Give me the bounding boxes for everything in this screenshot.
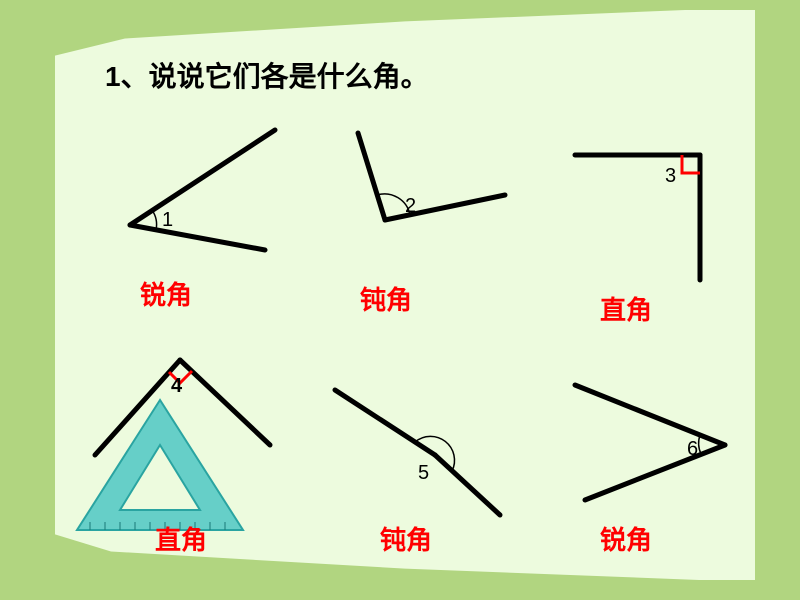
angle-6-label: 锐角 [600,520,652,557]
slide-background: 1、说说它们各是什么角。 1 锐角 2 钝角 3 直角 [0,0,800,600]
angle-4-number: 4 [171,375,182,398]
angle-2-label: 钝角 [360,280,412,317]
angle-3 [560,140,720,290]
question-title: 1、说说它们各是什么角。 [105,55,429,95]
angle-2-number: 2 [405,195,416,218]
angle-1-number: 1 [162,209,173,232]
angle-5-number: 5 [418,462,429,485]
angle-6 [560,370,750,510]
set-square-ruler [65,390,255,540]
angle-2 [310,125,510,255]
angle-4-label: 直角 [155,520,207,557]
angle-1 [90,120,280,260]
angle-3-label: 直角 [600,290,652,327]
angle-6-number: 6 [687,438,698,461]
angle-5-label: 钝角 [380,520,432,557]
angle-5 [325,360,525,520]
angle-1-label: 锐角 [140,275,192,312]
angle-3-number: 3 [665,165,676,188]
